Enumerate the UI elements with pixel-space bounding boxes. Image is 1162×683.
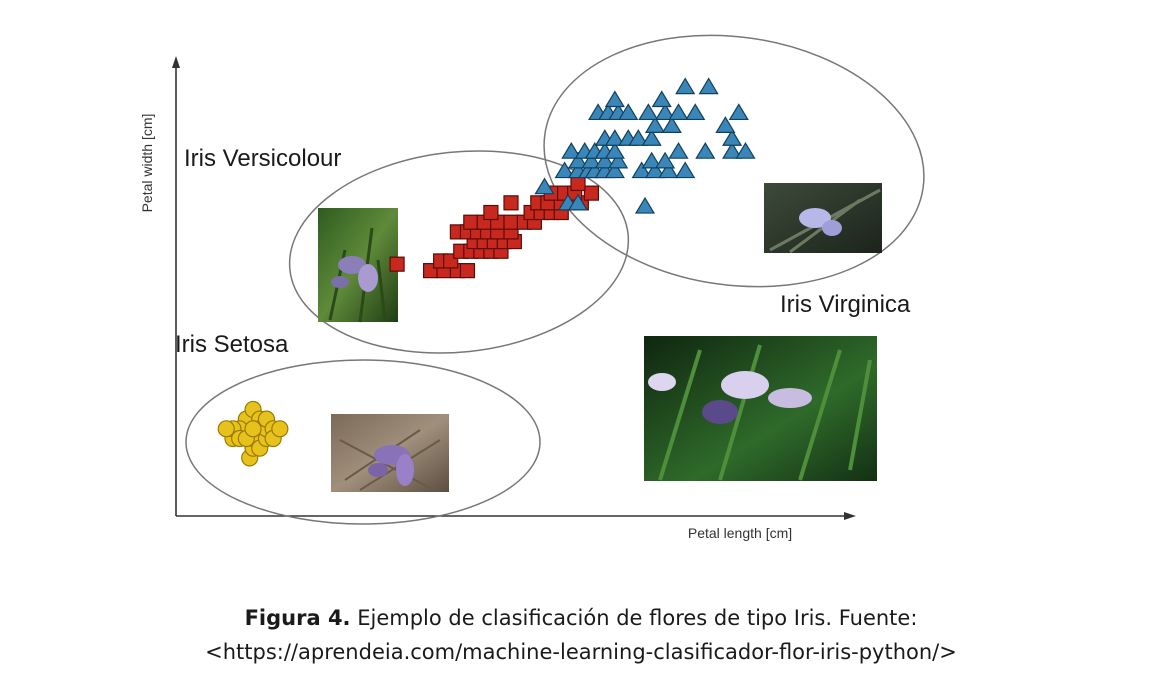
label-iris-virginica: Iris Virginica bbox=[780, 291, 911, 318]
virginica-large-photo bbox=[644, 336, 877, 481]
iris-virginica-point-39 bbox=[638, 103, 659, 121]
iris-versicolour-point-44 bbox=[570, 175, 586, 192]
cluster-ellipse-virginica bbox=[543, 34, 925, 288]
iris-versicolour-point-23 bbox=[463, 214, 479, 230]
iris-virginica-point-44 bbox=[604, 90, 625, 108]
iris-virginica-point-40 bbox=[655, 103, 676, 121]
y-axis-arrow bbox=[172, 56, 180, 68]
iris-setosa-point-22 bbox=[244, 420, 262, 438]
iris-virginica-point-43 bbox=[728, 103, 749, 121]
iris-virginica-point-29 bbox=[628, 129, 649, 146]
label-iris-setosa: Iris Setosa bbox=[175, 331, 289, 358]
iris-virginica-point-24 bbox=[722, 142, 743, 159]
iris-virginica-point-32 bbox=[644, 116, 666, 133]
iris-setosa-point-19 bbox=[217, 420, 235, 438]
versicolour-photo bbox=[318, 208, 398, 323]
iris-virginica-point-45 bbox=[651, 90, 672, 108]
iris-virginica-point-25 bbox=[735, 142, 756, 159]
iris-virginica-point-16 bbox=[655, 151, 676, 169]
iris-versicolour-point-4 bbox=[459, 263, 476, 279]
virginica-small-photo bbox=[764, 183, 882, 254]
iris-virginica-point-17 bbox=[561, 142, 582, 159]
cluster-ellipse-setosa bbox=[185, 359, 541, 525]
caption-figure-number: Figura 4. bbox=[244, 606, 351, 630]
iris-versicolour-point-0 bbox=[389, 256, 405, 272]
iris-virginica-point-42 bbox=[685, 103, 706, 121]
iris-virginica-point-34 bbox=[715, 116, 736, 133]
iris-virginica-point-41 bbox=[668, 103, 689, 121]
iris-virginica-point-10 bbox=[675, 161, 696, 179]
iris-versicolour-point-34 bbox=[503, 195, 519, 211]
iris-virginica-point-15 bbox=[641, 151, 662, 169]
data-marks bbox=[217, 77, 756, 467]
iris-versicolour-point-29 bbox=[483, 204, 499, 221]
caption-text: Ejemplo de clasificación de flores de ti… bbox=[350, 606, 918, 630]
iris-scatter-figure: Petal width [cm] Petal length [cm] Iris bbox=[139, 34, 925, 541]
iris-virginica-point-0 bbox=[534, 177, 555, 195]
iris-virginica-point-7 bbox=[631, 161, 652, 179]
iris-virginica-point-12 bbox=[581, 151, 602, 169]
iris-virginica-point-9 bbox=[658, 161, 679, 179]
iris-versicolour-point-43 bbox=[583, 185, 600, 201]
iris-virginica-point-30 bbox=[641, 129, 662, 146]
iris-virginica-point-13 bbox=[594, 151, 615, 169]
cluster-ellipse-versicolour bbox=[288, 150, 630, 354]
iris-virginica-point-23 bbox=[695, 142, 716, 159]
caption-source-link[interactable]: <https://aprendeia.com/machine-learning-… bbox=[205, 640, 957, 664]
x-axis-arrow bbox=[844, 512, 856, 520]
iris-virginica-point-8 bbox=[644, 161, 666, 179]
iris-versicolour-point-26 bbox=[503, 214, 519, 230]
iris-virginica-point-33 bbox=[661, 116, 682, 133]
iris-virginica-point-14 bbox=[608, 151, 629, 169]
iris-virginica-point-6 bbox=[604, 161, 625, 179]
y-axis-label: Petal width [cm] bbox=[139, 114, 155, 213]
iris-virginica-point-11 bbox=[567, 151, 589, 169]
iris-virginica-point-38 bbox=[618, 103, 639, 121]
iris-virginica-point-21 bbox=[604, 142, 625, 159]
x-axis-label: Petal length [cm] bbox=[688, 525, 792, 541]
iris-setosa-point-15 bbox=[271, 420, 289, 438]
iris-virginica-point-27 bbox=[604, 129, 625, 146]
label-iris-versicolour: Iris Versicolour bbox=[184, 145, 341, 172]
iris-virginica-point-1 bbox=[554, 161, 575, 179]
iris-virginica-point-22 bbox=[668, 142, 689, 159]
figure-caption: Figura 4. Ejemplo de clasificación de fl… bbox=[0, 606, 1162, 630]
iris-virginica-point-46 bbox=[675, 77, 696, 95]
iris-virginica-point-31 bbox=[722, 129, 743, 146]
iris-virginica-point-48 bbox=[634, 196, 656, 214]
iris-virginica-point-50 bbox=[567, 193, 589, 211]
setosa-photo bbox=[331, 414, 449, 492]
iris-virginica-point-47 bbox=[698, 77, 719, 95]
